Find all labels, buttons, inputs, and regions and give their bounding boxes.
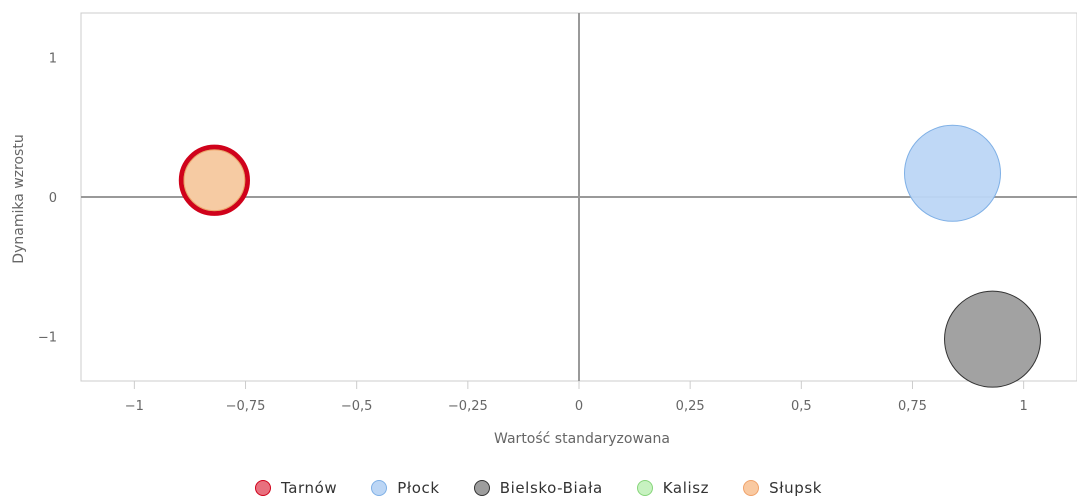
legend-label: Bielsko-Biała xyxy=(499,479,603,497)
y-tick-label: 1 xyxy=(49,52,57,67)
x-tick-label: 1 xyxy=(1020,399,1028,414)
x-axis-title: Wartość standaryzowana xyxy=(494,431,670,447)
legend-swatch xyxy=(254,480,271,496)
bubble-s-upsk[interactable] xyxy=(183,149,246,212)
y-axis-title: Dynamika wzrostu xyxy=(11,134,27,263)
legend-swatch xyxy=(371,480,388,496)
x-tick-label: 0,5 xyxy=(791,399,812,414)
legend-item[interactable]: Kalisz xyxy=(636,479,710,497)
bubble-chart: −1 −0,75 −0,5 −0,25 0 0,25 0,5 0,75 1 1 0 −1 Warto… xyxy=(11,12,1077,447)
bubbles xyxy=(178,124,1042,388)
x-tick-label: −1 xyxy=(125,399,144,414)
legend-item[interactable]: Słupsk xyxy=(743,479,822,497)
legend-label: Tarnów xyxy=(280,479,338,497)
x-tick-label: 0,25 xyxy=(676,399,705,414)
y-tick-label: −1 xyxy=(38,330,57,345)
bubble-p-ock[interactable] xyxy=(904,124,1001,222)
legend-swatch xyxy=(473,480,490,496)
legend-label: Płock xyxy=(397,479,440,497)
x-tick-label: −0,5 xyxy=(341,399,373,414)
bubble-bielsko-bia-a[interactable] xyxy=(944,290,1042,388)
legend-label: Kalisz xyxy=(662,479,710,497)
x-tick-label: −0,75 xyxy=(226,399,266,414)
legend-swatch xyxy=(743,480,760,496)
x-tick-label: −0,25 xyxy=(448,399,488,414)
legend-swatch xyxy=(636,480,653,496)
x-tick-label: 0,75 xyxy=(898,399,927,414)
legend-item[interactable]: Bielsko-Biała xyxy=(473,479,603,497)
x-tick-label: 0 xyxy=(575,399,583,414)
y-tick-label: 0 xyxy=(49,191,57,206)
legend: Tarnów Płock Bielsko-Biała Kalisz Słupsk xyxy=(0,476,1077,500)
y-axis-ticks: 1 0 −1 xyxy=(38,52,57,346)
legend-label: Słupsk xyxy=(769,479,823,497)
legend-item[interactable]: Płock xyxy=(371,479,439,497)
x-axis-ticks: −1 −0,75 −0,5 −0,25 0 0,25 0,5 0,75 1 xyxy=(125,381,1028,414)
legend-item[interactable]: Tarnów xyxy=(254,479,338,497)
